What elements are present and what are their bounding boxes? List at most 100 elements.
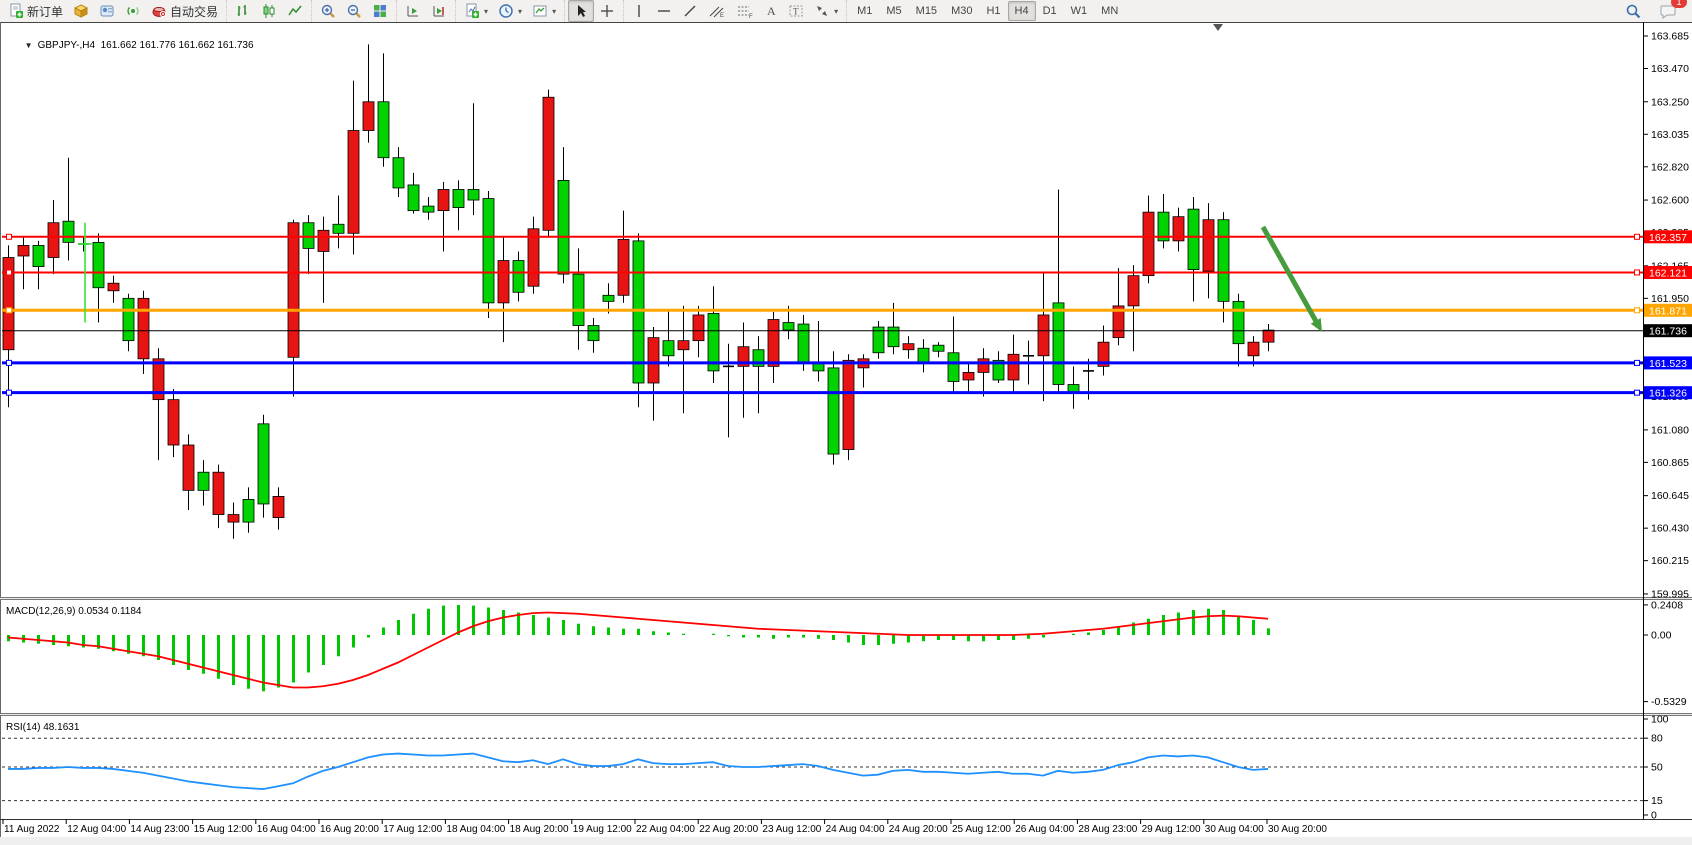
horizontal-line-icon bbox=[656, 3, 672, 19]
vertical-line-icon bbox=[632, 3, 646, 19]
toolbar-group-new: ▾ ▾ ▾ bbox=[455, 0, 564, 22]
new-chart-button[interactable]: ▾ bbox=[459, 0, 493, 22]
timeframe-button-mn[interactable]: MN bbox=[1101, 5, 1119, 17]
main-toolbar: 新订单 自动交易 ▾ ▾ ▾ bbox=[0, 0, 1692, 23]
svg-text:161.950: 161.950 bbox=[1651, 293, 1689, 305]
chart-shift-icon bbox=[405, 3, 421, 19]
timeframe-button-h1[interactable]: H1 bbox=[986, 5, 1001, 17]
auto-scroll-icon bbox=[431, 3, 447, 19]
text-label-button[interactable]: T bbox=[783, 0, 809, 22]
timeframe-button-m1[interactable]: M1 bbox=[857, 5, 873, 17]
auto-scroll-button[interactable] bbox=[426, 0, 452, 22]
data-window-icon bbox=[99, 3, 115, 19]
zoom-in-button[interactable] bbox=[315, 0, 341, 22]
arrow-object[interactable] bbox=[1260, 225, 1322, 332]
signal-icon bbox=[125, 3, 141, 19]
svg-text:19 Aug 12:00: 19 Aug 12:00 bbox=[573, 824, 632, 835]
search-button[interactable] bbox=[1620, 0, 1647, 22]
timeframe-button-h4[interactable]: H4 bbox=[1007, 1, 1036, 21]
timeframe-button-m5[interactable]: M5 bbox=[886, 5, 902, 17]
text-button[interactable]: A bbox=[759, 0, 783, 22]
svg-text:160.865: 160.865 bbox=[1651, 457, 1689, 469]
svg-text:29 Aug 12:00: 29 Aug 12:00 bbox=[1142, 824, 1201, 835]
svg-text:22 Aug 20:00: 22 Aug 20:00 bbox=[699, 824, 758, 835]
svg-text:26 Aug 04:00: 26 Aug 04:00 bbox=[1015, 824, 1074, 835]
horizontal-line-objects[interactable]: 162.357 162.121 161.871 161.736 161.523 161.3… bbox=[2, 230, 1692, 400]
data-window-button[interactable] bbox=[94, 0, 120, 22]
svg-text:30 Aug 04:00: 30 Aug 04:00 bbox=[1205, 824, 1264, 835]
svg-text:16 Aug 04:00: 16 Aug 04:00 bbox=[257, 824, 316, 835]
svg-text:161.080: 161.080 bbox=[1651, 424, 1689, 436]
bar-chart-button[interactable] bbox=[230, 0, 256, 22]
svg-text:161.326: 161.326 bbox=[1649, 388, 1687, 400]
toolbar-group-objects: E F A T ▾ bbox=[623, 0, 846, 22]
arrows-button[interactable]: ▾ bbox=[809, 0, 843, 22]
crosshair-button[interactable] bbox=[594, 0, 620, 22]
zoom-out-button[interactable] bbox=[341, 0, 367, 22]
svg-text:161.736: 161.736 bbox=[1649, 326, 1687, 338]
chevron-down-icon: ▾ bbox=[834, 6, 839, 16]
svg-text:80: 80 bbox=[1651, 733, 1663, 745]
vertical-line-object[interactable] bbox=[78, 222, 92, 323]
vertical-line-button[interactable] bbox=[627, 0, 651, 22]
rsi-pane: 100 80 50 15 0 bbox=[2, 714, 1669, 822]
new-chart-icon bbox=[464, 3, 480, 19]
auto-trading-button[interactable]: 自动交易 bbox=[146, 0, 223, 22]
timeframe-button-m15[interactable]: M15 bbox=[915, 5, 938, 17]
cursor-icon bbox=[573, 3, 589, 19]
svg-text:T: T bbox=[793, 7, 799, 17]
svg-text:162.820: 162.820 bbox=[1651, 161, 1689, 173]
timeframe-button-d1[interactable]: D1 bbox=[1042, 5, 1057, 17]
zoom-in-icon bbox=[320, 3, 336, 19]
macd-indicator-label: MACD(12,26,9) 0.0534 0.1184 bbox=[6, 606, 142, 617]
market-watch-button[interactable] bbox=[68, 0, 94, 22]
toolbar-group-chart-type bbox=[226, 0, 311, 22]
line-chart-icon bbox=[287, 3, 303, 19]
signal-button[interactable] bbox=[120, 0, 146, 22]
search-icon bbox=[1625, 3, 1642, 20]
channel-button[interactable]: E bbox=[703, 0, 731, 22]
toolbar-group-cursor bbox=[564, 0, 623, 22]
time-axis[interactable]: 11 Aug 2022 12 Aug 04:00 14 Aug 23:00 15 Au… bbox=[2, 819, 1327, 835]
period-button[interactable]: ▾ bbox=[493, 0, 527, 22]
tile-windows-icon bbox=[372, 3, 388, 19]
chart-shift-marker[interactable] bbox=[1213, 24, 1223, 31]
new-order-icon bbox=[8, 3, 24, 19]
notifications-button[interactable]: 1 bbox=[1655, 0, 1687, 22]
svg-text:30 Aug 20:00: 30 Aug 20:00 bbox=[1268, 824, 1327, 835]
notification-badge: 1 bbox=[1671, 0, 1687, 8]
timeframe-button-w1[interactable]: W1 bbox=[1070, 5, 1088, 17]
svg-text:17 Aug 12:00: 17 Aug 12:00 bbox=[383, 824, 442, 835]
chart-window[interactable]: 163.685 163.470 163.250 163.035 162.820 162.6… bbox=[0, 22, 1692, 845]
bar-chart-icon bbox=[235, 3, 251, 19]
new-order-button[interactable]: 新订单 bbox=[3, 0, 68, 22]
line-chart-button[interactable] bbox=[282, 0, 308, 22]
auto-trading-icon bbox=[151, 3, 167, 19]
chevron-down-icon: ▾ bbox=[484, 6, 489, 16]
svg-text:16 Aug 20:00: 16 Aug 20:00 bbox=[320, 824, 379, 835]
status-strip bbox=[0, 837, 1692, 845]
arrows-icon bbox=[814, 3, 830, 19]
zoom-out-icon bbox=[346, 3, 362, 19]
fibonacci-icon: F bbox=[736, 3, 754, 19]
svg-text:14 Aug 23:00: 14 Aug 23:00 bbox=[130, 824, 189, 835]
horizontal-line-button[interactable] bbox=[651, 0, 677, 22]
rsi-indicator-label: RSI(14) 48.1631 bbox=[6, 722, 80, 733]
svg-text:50: 50 bbox=[1651, 762, 1663, 774]
text-label-icon: T bbox=[788, 3, 804, 19]
candlestick-chart-button[interactable] bbox=[256, 0, 282, 22]
trendline-icon bbox=[682, 3, 698, 19]
svg-text:162.600: 162.600 bbox=[1651, 195, 1689, 207]
chart-title: ▼ GBPJPY-,H4 161.662 161.776 161.662 161.… bbox=[8, 29, 254, 62]
chart-shift-button[interactable] bbox=[400, 0, 426, 22]
chart-canvas[interactable]: 163.685 163.470 163.250 163.035 162.820 162.6… bbox=[0, 22, 1692, 845]
timeframe-button-m30[interactable]: M30 bbox=[951, 5, 973, 17]
fibonacci-button[interactable]: F bbox=[731, 0, 759, 22]
tile-windows-button[interactable] bbox=[367, 0, 393, 22]
cursor-button[interactable] bbox=[568, 0, 595, 22]
svg-text:161.523: 161.523 bbox=[1649, 358, 1687, 370]
template-button[interactable]: ▾ bbox=[527, 0, 561, 22]
chevron-down-icon: ▾ bbox=[518, 6, 523, 16]
trendline-button[interactable] bbox=[677, 0, 703, 22]
